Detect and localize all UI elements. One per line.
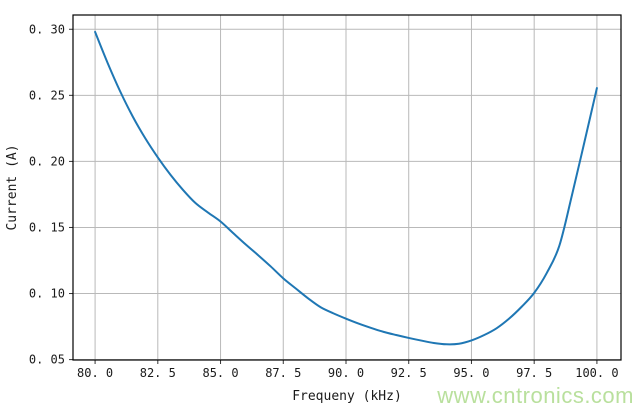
current-curve: [94, 30, 598, 346]
x-tick-label: 87. 5: [265, 366, 301, 380]
y-tick-labels: 0. 05 0. 10 0. 15 0. 20 0. 25 0. 30: [29, 22, 65, 366]
x-axis-label: Frequeny (kHz): [292, 389, 402, 404]
plot-border: [72, 14, 622, 361]
x-tick-labels: 80. 0 82. 5 85. 0 87. 5 90. 0 92. 5 95. 0 97. 5…: [77, 366, 619, 380]
gridlines: [73, 15, 621, 361]
y-tick-label: 0. 20: [29, 154, 65, 168]
x-tick-label: 92. 5: [391, 366, 427, 380]
x-tick-label: 100. 0: [575, 366, 618, 380]
x-tick-label: 97. 5: [516, 366, 552, 380]
y-tick-label: 0. 10: [29, 287, 65, 301]
y-tick-label: 0. 05: [29, 353, 65, 367]
tick-marks: [69, 28, 598, 364]
x-tick-label: 82. 5: [140, 366, 176, 380]
y-axis-label: Current (A): [5, 144, 20, 230]
x-tick-label: 85. 0: [202, 366, 238, 380]
watermark: www.cntronics.com: [436, 383, 634, 408]
y-tick-label: 0. 15: [29, 220, 65, 234]
x-tick-label: 90. 0: [328, 366, 364, 380]
y-tick-label: 0. 30: [29, 22, 65, 36]
x-tick-label: 80. 0: [77, 366, 113, 380]
x-tick-label: 95. 0: [453, 366, 489, 380]
y-tick-label: 0. 25: [29, 88, 65, 102]
